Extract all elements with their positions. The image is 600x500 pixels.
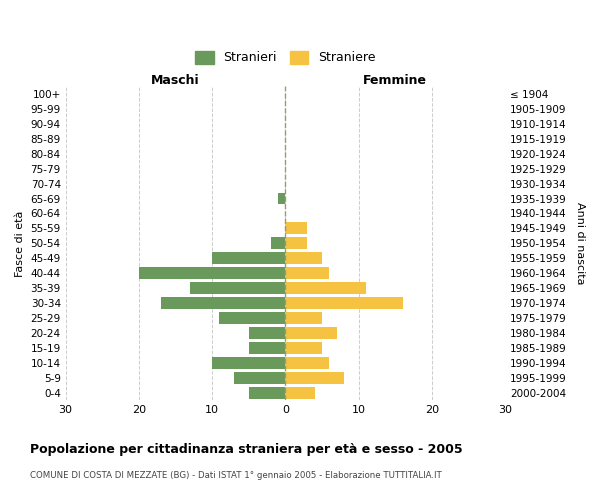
Bar	[286, 372, 344, 384]
Bar	[271, 238, 286, 250]
Bar	[286, 297, 403, 309]
Legend: Stranieri, Straniere: Stranieri, Straniere	[190, 46, 381, 70]
Bar	[286, 282, 366, 294]
Bar	[286, 327, 337, 339]
Bar	[286, 267, 329, 279]
Bar	[234, 372, 286, 384]
Text: Femmine: Femmine	[363, 74, 427, 86]
Bar	[286, 222, 307, 234]
Bar	[212, 357, 286, 369]
Bar	[286, 312, 322, 324]
Bar	[286, 342, 322, 354]
Bar	[249, 327, 286, 339]
Text: Maschi: Maschi	[151, 74, 200, 86]
Y-axis label: Anni di nascita: Anni di nascita	[575, 202, 585, 284]
Bar	[286, 386, 314, 398]
Bar	[286, 357, 329, 369]
Y-axis label: Fasce di età: Fasce di età	[15, 210, 25, 276]
Bar	[212, 252, 286, 264]
Bar	[286, 252, 322, 264]
Bar	[190, 282, 286, 294]
Bar	[161, 297, 286, 309]
Bar	[286, 238, 307, 250]
Bar	[249, 386, 286, 398]
Bar	[249, 342, 286, 354]
Bar	[278, 192, 286, 204]
Text: COMUNE DI COSTA DI MEZZATE (BG) - Dati ISTAT 1° gennaio 2005 - Elaborazione TUTT: COMUNE DI COSTA DI MEZZATE (BG) - Dati I…	[30, 471, 442, 480]
Text: Popolazione per cittadinanza straniera per età e sesso - 2005: Popolazione per cittadinanza straniera p…	[30, 442, 463, 456]
Bar	[220, 312, 286, 324]
Bar	[139, 267, 286, 279]
